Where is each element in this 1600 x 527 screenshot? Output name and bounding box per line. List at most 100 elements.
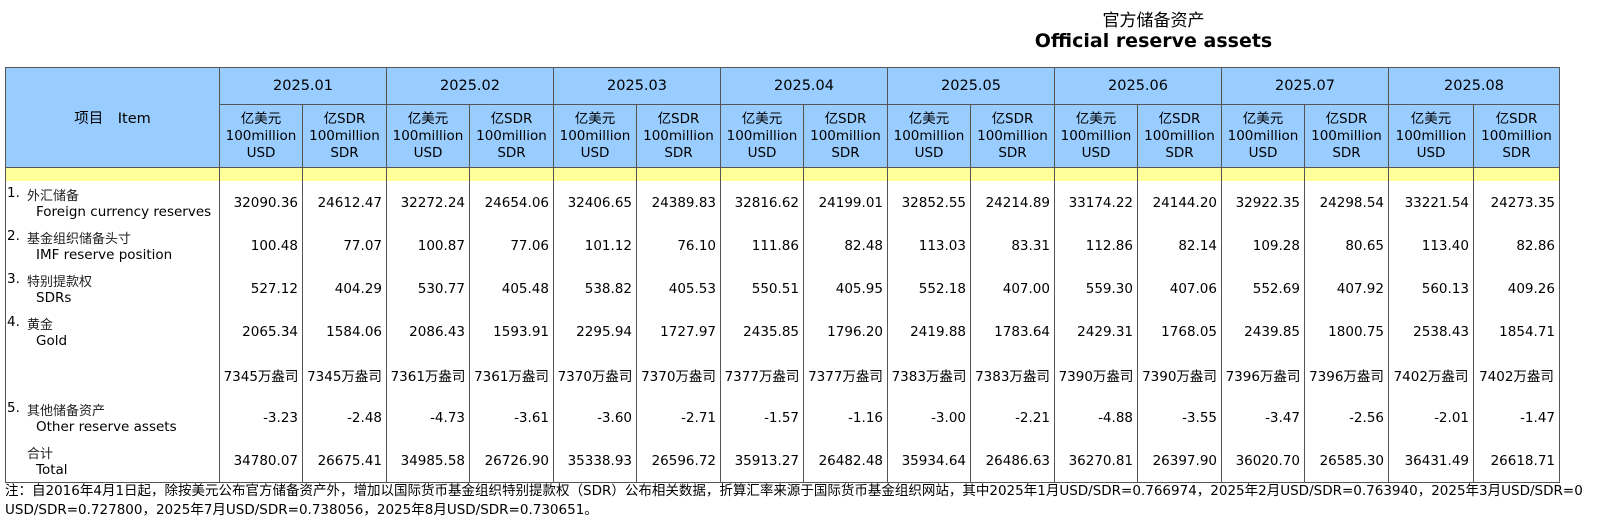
table-row: 1. 外汇储备 Foreign currency reserves 32090.36 2…	[5, 181, 1560, 224]
unit-line: 100million	[309, 127, 380, 144]
unit-line: 亿SDR	[1495, 110, 1538, 127]
sdr-value-cell: 7390万盎司	[1137, 353, 1222, 396]
sdr-value-cell: 407.92	[1304, 267, 1389, 310]
sdr-value-cell: 26486.63	[970, 439, 1055, 483]
sdr-value-cell: 24654.06	[469, 181, 554, 224]
sdr-unit-header: 亿SDR 100million SDR	[1473, 104, 1560, 168]
item-column-header: 项目 Item	[5, 67, 220, 168]
unit-line: 亿美元	[741, 110, 783, 127]
row-label-cn: 黄金	[27, 318, 54, 333]
sdr-value-cell: -2.21	[970, 396, 1055, 439]
row-label	[5, 353, 220, 396]
sdr-value-cell: 26596.72	[636, 439, 721, 483]
usd-value-cell: 32922.35	[1221, 181, 1305, 224]
sdr-value-cell: 1768.05	[1137, 310, 1222, 353]
sdr-value-cell: 77.07	[302, 224, 387, 267]
sdr-value-cell: 7370万盎司	[636, 353, 721, 396]
row-number: 5.	[7, 400, 20, 416]
usd-value-cell: 7390万盎司	[1054, 353, 1138, 396]
usd-value-cell: 7370万盎司	[553, 353, 637, 396]
usd-value-cell: -2.01	[1388, 396, 1474, 439]
unit-line: 亿SDR	[657, 110, 700, 127]
usd-value-cell: 7396万盎司	[1221, 353, 1305, 396]
usd-value-cell: 101.12	[553, 224, 637, 267]
unit-line: SDR	[1502, 144, 1531, 161]
row-label-text: 黄金 Gold	[27, 314, 67, 349]
usd-value-cell: 36270.81	[1054, 439, 1138, 483]
row-label-text: 特别提款权 SDRs	[27, 271, 92, 306]
usd-value-cell: -3.47	[1221, 396, 1305, 439]
usd-value-cell: 113.03	[887, 224, 971, 267]
unit-line: SDR	[1332, 144, 1361, 161]
usd-value-cell: 2429.31	[1054, 310, 1138, 353]
sdr-value-cell: 7402万盎司	[1473, 353, 1560, 396]
unit-line: SDR	[998, 144, 1027, 161]
row-number: 3.	[7, 271, 20, 287]
unit-line: 100million	[977, 127, 1048, 144]
usd-value-cell: 7402万盎司	[1388, 353, 1474, 396]
sdr-value-cell: 7361万盎司	[469, 353, 554, 396]
row-label: 1. 外汇储备 Foreign currency reserves	[5, 181, 220, 224]
usd-unit-header: 亿美元 100million USD	[1054, 104, 1138, 168]
usd-unit-header: 亿美元 100million USD	[219, 104, 303, 168]
usd-value-cell: -4.73	[386, 396, 470, 439]
unit-line: 100million	[810, 127, 881, 144]
footnote: 注：自2016年4月1日起，除按美元公布官方储备资产外，增加以国际货币基金组织特…	[5, 482, 1600, 520]
sdr-value-cell: 409.26	[1473, 267, 1560, 310]
usd-value-cell: -4.88	[1054, 396, 1138, 439]
usd-unit-header: 亿美元 100million USD	[720, 104, 804, 168]
month-header: 2025.04	[720, 67, 888, 105]
sdr-value-cell: 26618.71	[1473, 439, 1560, 483]
sdr-value-cell: 82.14	[1137, 224, 1222, 267]
usd-unit-header: 亿美元 100million USD	[553, 104, 637, 168]
month-header: 2025.08	[1388, 67, 1560, 105]
sdr-value-cell: 24144.20	[1137, 181, 1222, 224]
unit-line: 亿SDR	[490, 110, 533, 127]
usd-value-cell: 552.69	[1221, 267, 1305, 310]
sdr-value-cell: 1800.75	[1304, 310, 1389, 353]
header-separator	[5, 167, 1560, 181]
usd-value-cell: 530.77	[386, 267, 470, 310]
row-label-en: Other reserve assets	[36, 419, 177, 435]
unit-line: USD	[413, 144, 443, 161]
unit-line: USD	[1416, 144, 1446, 161]
usd-value-cell: 111.86	[720, 224, 804, 267]
month-header: 2025.07	[1221, 67, 1389, 105]
sdr-value-cell: 24199.01	[803, 181, 888, 224]
usd-value-cell: 2295.94	[553, 310, 637, 353]
usd-value-cell: 7377万盎司	[720, 353, 804, 396]
sdr-value-cell: 1796.20	[803, 310, 888, 353]
unit-line: 100million	[476, 127, 547, 144]
usd-value-cell: 34985.58	[386, 439, 470, 483]
unit-line: USD	[246, 144, 276, 161]
row-label-en: Gold	[36, 333, 68, 349]
row-label: 3. 特别提款权 SDRs	[5, 267, 220, 310]
unit-line: USD	[1248, 144, 1278, 161]
sdr-value-cell: -3.55	[1137, 396, 1222, 439]
table-row: 2. 基金组织储备头寸 IMF reserve position 100.48 77.0…	[5, 224, 1560, 267]
row-label-cn: 基金组织储备头寸	[27, 232, 132, 247]
row-number: 4.	[7, 314, 20, 330]
sdr-value-cell: -3.61	[469, 396, 554, 439]
sdr-value-cell: 7377万盎司	[803, 353, 888, 396]
sdr-value-cell: -2.56	[1304, 396, 1389, 439]
header-row-months: 项目 Item 2025.01 2025.02 2025.03 2025.04 2025.…	[5, 67, 1560, 168]
sdr-value-cell: 1584.06	[302, 310, 387, 353]
usd-value-cell: 32406.65	[553, 181, 637, 224]
usd-unit-header: 亿美元 100million USD	[1388, 104, 1474, 168]
table-row: 7345万盎司 7345万盎司 7361万盎司 7361万盎司 7370万盎司 7370万…	[5, 353, 1560, 396]
usd-value-cell: 550.51	[720, 267, 804, 310]
usd-value-cell: 32816.62	[720, 181, 804, 224]
usd-value-cell: 34780.07	[219, 439, 303, 483]
sdr-value-cell: 407.06	[1137, 267, 1222, 310]
sdr-value-cell: 405.53	[636, 267, 721, 310]
sdr-value-cell: 1854.71	[1473, 310, 1560, 353]
unit-line: 亿SDR	[1158, 110, 1201, 127]
usd-value-cell: 113.40	[1388, 224, 1474, 267]
row-label-cn: 特别提款权	[27, 275, 93, 290]
sdr-value-cell: 405.48	[469, 267, 554, 310]
sdr-value-cell: 405.95	[803, 267, 888, 310]
usd-value-cell: 33174.22	[1054, 181, 1138, 224]
usd-value-cell: 2065.34	[219, 310, 303, 353]
sdr-value-cell: -2.48	[302, 396, 387, 439]
